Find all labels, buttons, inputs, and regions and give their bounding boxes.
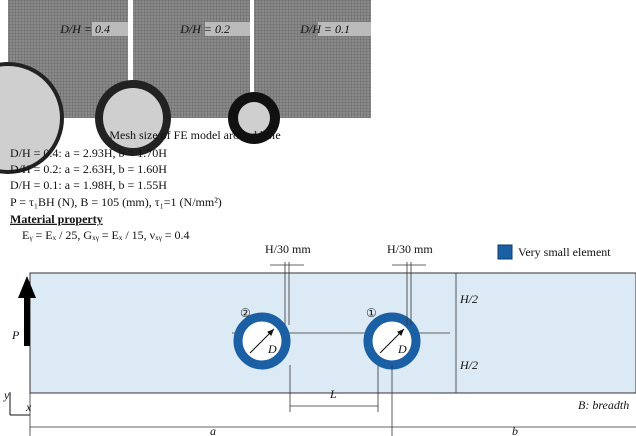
dim-label: H/30 mm xyxy=(265,242,311,256)
dim-label: H/2 xyxy=(459,358,478,372)
hole-label: ① xyxy=(366,306,377,320)
load-label: P xyxy=(11,328,20,342)
legend-label: Very small element xyxy=(518,245,611,259)
material-text: Eᵧ = Eₓ / 25, Gₓᵧ = Eₓ / 15, νₓᵧ = 0.4 xyxy=(22,228,190,242)
hole-label: ② xyxy=(240,306,251,320)
dim-lines xyxy=(29,262,636,436)
formula: D/H = 0.4: a = 2.93H, b = 1.70H xyxy=(10,146,167,160)
dim-label: B: breadth xyxy=(578,398,629,412)
formula: D/H = 0.1: a = 1.98H, b = 1.55H xyxy=(10,178,167,192)
dim-label: D xyxy=(267,342,277,356)
panel-label: D/H = 0.4 xyxy=(59,22,110,36)
caption: Mesh size of FE model around hole xyxy=(109,128,280,142)
axis-label: y xyxy=(3,388,10,402)
dim-label: H/2 xyxy=(459,292,478,306)
dim-label: a xyxy=(210,424,216,436)
panel-label: D/H = 0.1 xyxy=(299,22,350,36)
mesh-panel xyxy=(0,0,128,174)
axes xyxy=(9,392,30,416)
load-arrow xyxy=(24,296,30,346)
heading: Material property xyxy=(10,212,103,226)
mesh-panel xyxy=(95,0,250,156)
formula: D/H = 0.2: a = 2.63H, b = 1.60H xyxy=(10,162,167,176)
axis-label: x xyxy=(25,400,32,414)
mesh-panel xyxy=(228,0,371,144)
diameter xyxy=(249,328,275,354)
diameter xyxy=(379,328,405,354)
panel-label: D/H = 0.2 xyxy=(179,22,230,36)
legend-swatch xyxy=(497,244,513,260)
dim-label: L xyxy=(329,387,337,401)
dim-label: b xyxy=(512,424,518,436)
dim-label: D xyxy=(397,342,407,356)
load-arrow-head xyxy=(18,276,36,298)
formula: P = τ₁BH (N), B = 105 (mm), τ₁=1 (N/mm²) xyxy=(10,195,222,209)
dim-label: H/30 mm xyxy=(387,242,433,256)
